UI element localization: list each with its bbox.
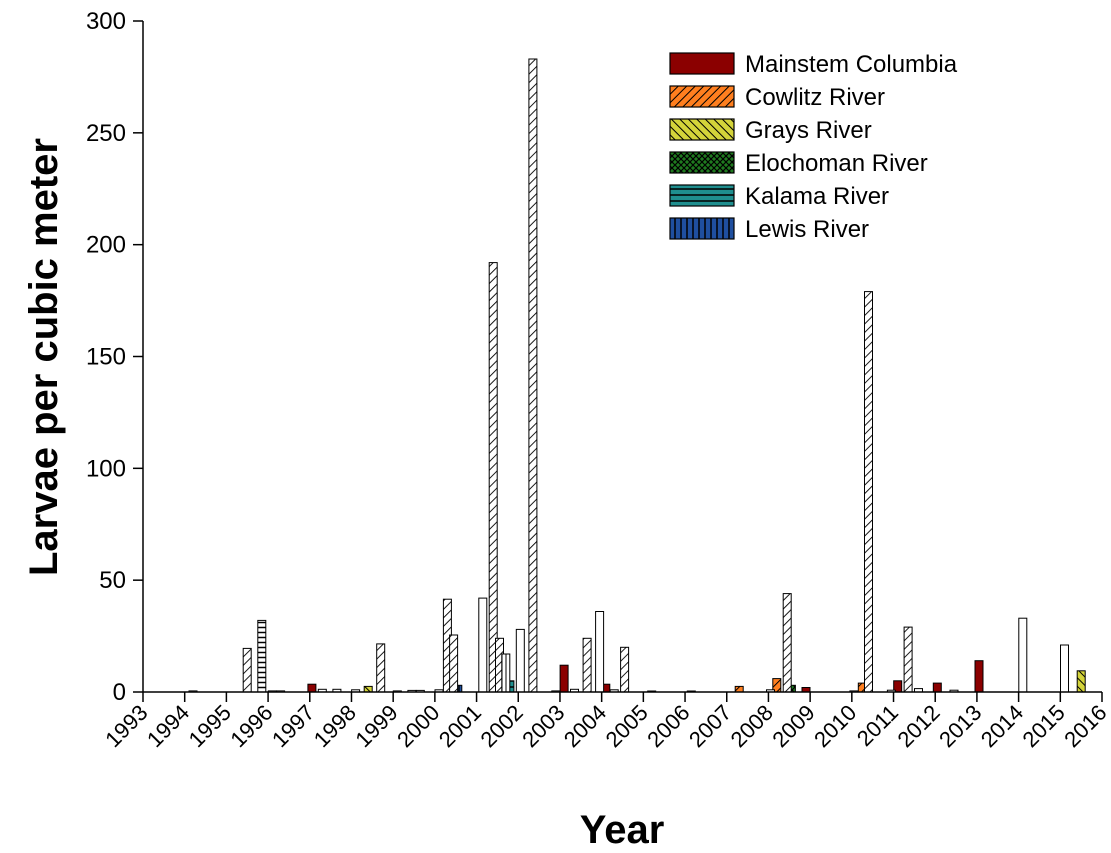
x-tick-label: 2012 [892,700,944,752]
bar-mainstem-columbia-6 [974,660,984,693]
legend-label-lewis-river: Lewis River [745,216,869,243]
legend-label-kalama-river: Kalama River [745,183,889,210]
legend-swatch-lewis-river [669,217,735,240]
x-axis-title: Year [580,808,665,848]
x-tick-label: 2011 [852,700,903,751]
bar-series-6-6 [528,58,538,693]
bar-mainstem-columbia-5 [932,682,942,693]
x-tick-label: 2016 [1059,700,1111,752]
bar-series-6-11 [903,626,913,693]
x-tick-label: 2009 [767,700,819,752]
y-tick-label: 200 [86,232,126,259]
x-tick-label: 2008 [726,700,778,752]
x-tick-label: 2015 [1018,700,1070,752]
legend-swatch-kalama-river [669,184,735,207]
bar-series-6-7 [582,637,592,693]
bar-series-6-9 [782,593,792,693]
y-tick-label: 150 [86,344,126,371]
bar-grays-river-0 [363,685,373,693]
x-tick-label: 1993 [100,700,152,752]
legend-label-elochoman-river: Elochoman River [745,150,928,177]
y-tick-label: 50 [99,567,126,594]
y-axis-title: Larvae per cubic meter [22,138,66,576]
x-tick-label: 1999 [350,700,402,752]
x-tick-label: 2014 [976,700,1028,752]
legend-swatch-grays-river [669,118,735,141]
x-tick-label: 2004 [559,700,611,752]
x-tick-label: 1998 [309,700,361,752]
legend-label-cowlitz-river: Cowlitz River [745,84,885,111]
y-tick-label: 0 [113,679,126,706]
bar-series-6-4 [488,262,498,693]
x-tick-label: 2013 [934,700,986,752]
bar-series-9-4 [1060,644,1069,693]
x-tick-label: 1995 [184,700,236,752]
bars-layer [188,58,1086,693]
x-tick-label: 2003 [517,700,569,752]
legend-swatch-mainstem-columbia [669,52,735,75]
x-tick-label: 1996 [225,700,277,752]
x-tick-label: 2000 [392,700,444,752]
bar-series-9-1 [515,628,525,693]
legend-swatch-cowlitz-river [669,85,735,108]
x-tick-label: 2002 [476,700,528,752]
bar-series-9-3 [1018,617,1028,693]
bar-mainstem-columbia-0 [307,683,317,693]
bar-series-6-0 [242,647,252,693]
legend-label-mainstem-columbia: Mainstem Columbia [745,51,958,78]
y-tick-label: 250 [86,120,126,147]
legend-swatch-elochoman-river [669,151,735,174]
y-tick-label: 300 [86,8,126,35]
bar-mainstem-columbia-1 [559,664,569,693]
x-tick-label: 1997 [267,700,319,752]
bar-series-9-2 [595,611,605,693]
x-tick-label: 1994 [142,700,194,752]
bar-series-6-8 [620,646,630,693]
legend-label-grays-river: Grays River [745,117,872,144]
bar-cowlitz-river-0 [734,685,744,693]
x-tick-label: 2007 [684,700,736,752]
bar-series-8-0 [501,653,511,693]
x-tick-label: 2005 [601,700,653,752]
bar-series-7-0 [257,619,267,693]
bar-series-6-10 [864,291,873,693]
legend: Mainstem Columbia Cowlitz River Grays Rive… [669,51,958,243]
bar-series-6-3 [449,634,459,693]
x-tick-label: 2006 [642,700,694,752]
bar-grays-river-1 [1076,670,1086,693]
y-tick-label: 100 [86,455,126,482]
x-tick-label: 2001 [434,700,486,752]
x-tick-label: 2010 [809,700,861,752]
bar-series-6-1 [376,643,386,693]
bar-series-9-0 [478,597,488,693]
